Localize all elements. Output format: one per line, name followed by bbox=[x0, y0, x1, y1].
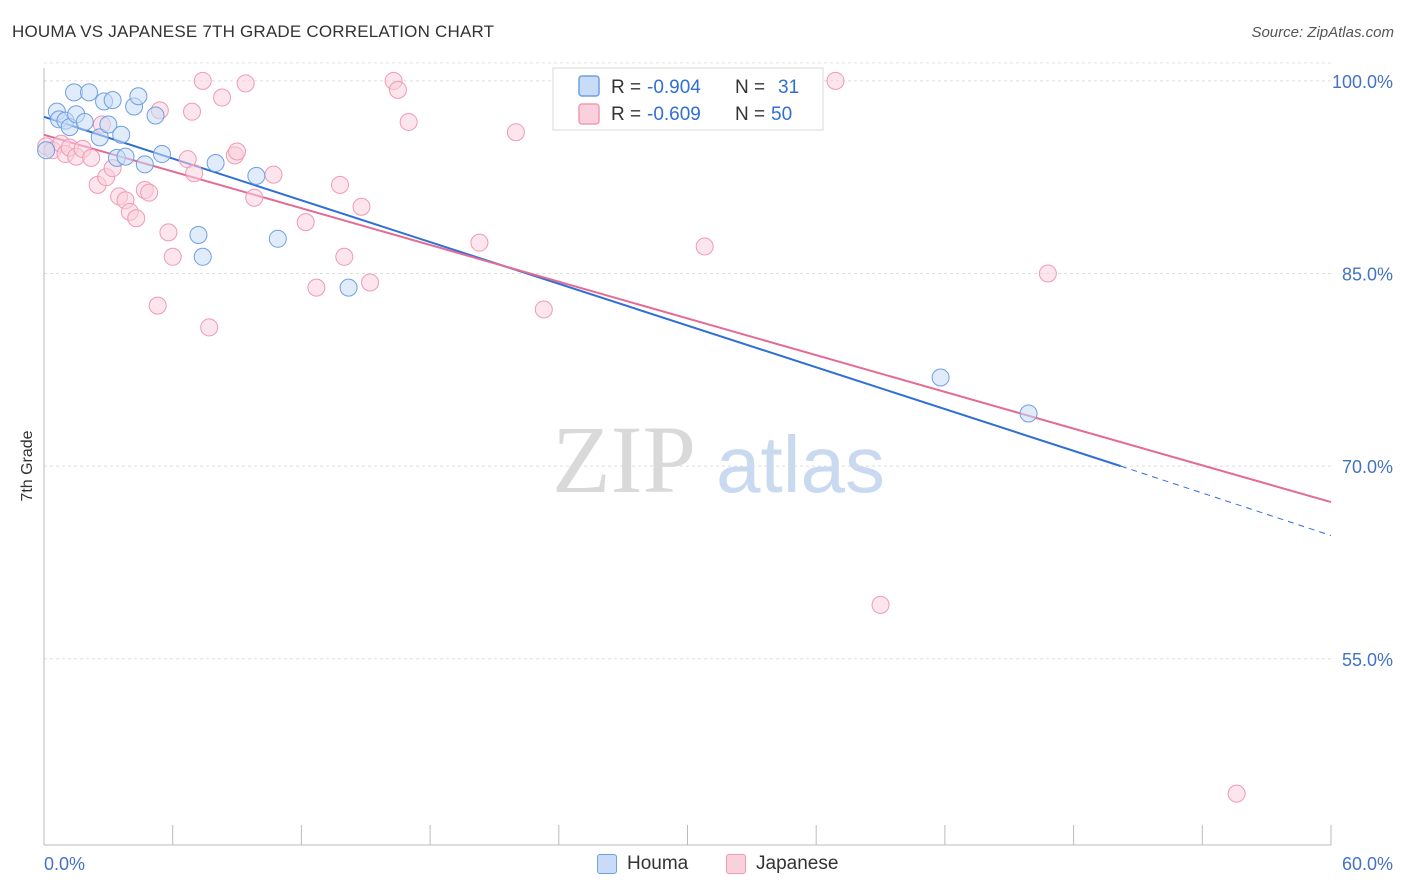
point-houma bbox=[268, 229, 287, 248]
legend-r-label-houma: R = bbox=[611, 77, 641, 98]
chart-title: HOUMA VS JAPANESE 7TH GRADE CORRELATION … bbox=[12, 22, 495, 41]
point-houma bbox=[135, 155, 154, 174]
legend-r-value-japanese: -0.609 bbox=[647, 104, 701, 125]
point-japanese bbox=[388, 80, 407, 99]
legend-swatch-japanese bbox=[578, 103, 600, 125]
point-japanese bbox=[331, 175, 350, 194]
stats-legend: R = -0.904 N = 31 R = -0.609 N = 50 bbox=[552, 67, 824, 131]
legend-swatch-japanese-bottom bbox=[726, 854, 746, 874]
point-japanese bbox=[826, 71, 845, 90]
point-japanese bbox=[183, 102, 202, 121]
point-japanese bbox=[534, 300, 553, 319]
data-points bbox=[37, 71, 1246, 803]
legend-label-houma: Houma bbox=[627, 853, 689, 874]
legend-label-japanese: Japanese bbox=[756, 853, 839, 874]
y-tick-label: 55.0% bbox=[1342, 650, 1393, 670]
point-japanese bbox=[228, 142, 247, 161]
point-houma bbox=[99, 115, 118, 134]
legend-n-label-japanese: N = bbox=[735, 104, 765, 125]
point-japanese bbox=[185, 164, 204, 183]
point-japanese bbox=[159, 223, 178, 242]
point-japanese bbox=[1227, 784, 1246, 803]
point-houma bbox=[112, 125, 131, 144]
point-japanese bbox=[163, 247, 182, 266]
trend-line-houma bbox=[43, 115, 1122, 468]
point-japanese bbox=[200, 318, 219, 337]
point-houma bbox=[146, 106, 165, 125]
point-japanese bbox=[335, 247, 354, 266]
legend-r-label-japanese: R = bbox=[611, 104, 641, 125]
point-japanese bbox=[399, 112, 418, 131]
point-japanese bbox=[213, 88, 232, 107]
y-tick-label: 100.0% bbox=[1332, 72, 1393, 92]
point-houma bbox=[75, 112, 94, 131]
point-houma bbox=[37, 141, 56, 160]
point-japanese bbox=[148, 296, 167, 315]
point-houma bbox=[80, 83, 99, 102]
watermark-zip: ZIP bbox=[552, 406, 696, 513]
axes bbox=[43, 68, 1332, 846]
point-houma bbox=[206, 154, 225, 173]
point-houma bbox=[1019, 404, 1038, 423]
point-houma bbox=[90, 128, 109, 147]
point-houma bbox=[247, 166, 266, 185]
legend-n-value-japanese: 50 bbox=[771, 104, 792, 125]
y-tick-label: 85.0% bbox=[1342, 264, 1393, 284]
y-tick-label: 70.0% bbox=[1342, 457, 1393, 477]
point-houma bbox=[65, 83, 84, 102]
point-houma bbox=[931, 368, 950, 387]
y-tick-labels: 100.0% 85.0% 70.0% 55.0% bbox=[1332, 72, 1393, 670]
point-japanese bbox=[1038, 264, 1057, 283]
point-japanese bbox=[871, 595, 890, 614]
x-tick-labels: 0.0% 60.0% bbox=[44, 854, 1393, 874]
point-japanese bbox=[470, 233, 489, 252]
legend-r-value-houma: -0.904 bbox=[647, 77, 701, 98]
point-japanese bbox=[236, 74, 255, 93]
trend-line-extension-houma bbox=[1120, 465, 1332, 536]
point-houma bbox=[189, 225, 208, 244]
legend-swatch-houma bbox=[578, 75, 600, 97]
point-houma bbox=[116, 147, 135, 166]
point-houma bbox=[193, 247, 212, 266]
point-japanese bbox=[245, 188, 264, 207]
point-houma bbox=[103, 91, 122, 110]
point-houma bbox=[339, 278, 358, 297]
point-japanese bbox=[140, 183, 159, 202]
legend-n-value-houma: 31 bbox=[778, 77, 799, 98]
legend-n-label-houma: N = bbox=[735, 77, 765, 98]
x-tick-label-min: 0.0% bbox=[44, 854, 85, 874]
legend-item-houma: Houma bbox=[597, 852, 688, 876]
point-japanese bbox=[82, 148, 101, 167]
legend-swatch-houma-bottom bbox=[597, 854, 617, 874]
source-label: Source: ZipAtlas.com bbox=[1251, 24, 1394, 41]
legend-item-japanese: Japanese bbox=[726, 852, 838, 876]
point-japanese bbox=[307, 278, 326, 297]
point-japanese bbox=[695, 237, 714, 256]
point-houma bbox=[129, 87, 148, 106]
point-japanese bbox=[361, 273, 380, 292]
point-houma bbox=[152, 145, 171, 164]
point-japanese bbox=[506, 123, 525, 142]
point-japanese bbox=[264, 165, 283, 184]
point-japanese bbox=[193, 71, 212, 90]
watermark-atlas: atlas bbox=[716, 420, 885, 509]
watermark: ZIP atlas bbox=[552, 406, 885, 513]
point-japanese bbox=[127, 209, 146, 228]
point-japanese bbox=[352, 197, 371, 216]
point-japanese bbox=[296, 213, 315, 232]
x-tick-label-max: 60.0% bbox=[1342, 854, 1393, 874]
